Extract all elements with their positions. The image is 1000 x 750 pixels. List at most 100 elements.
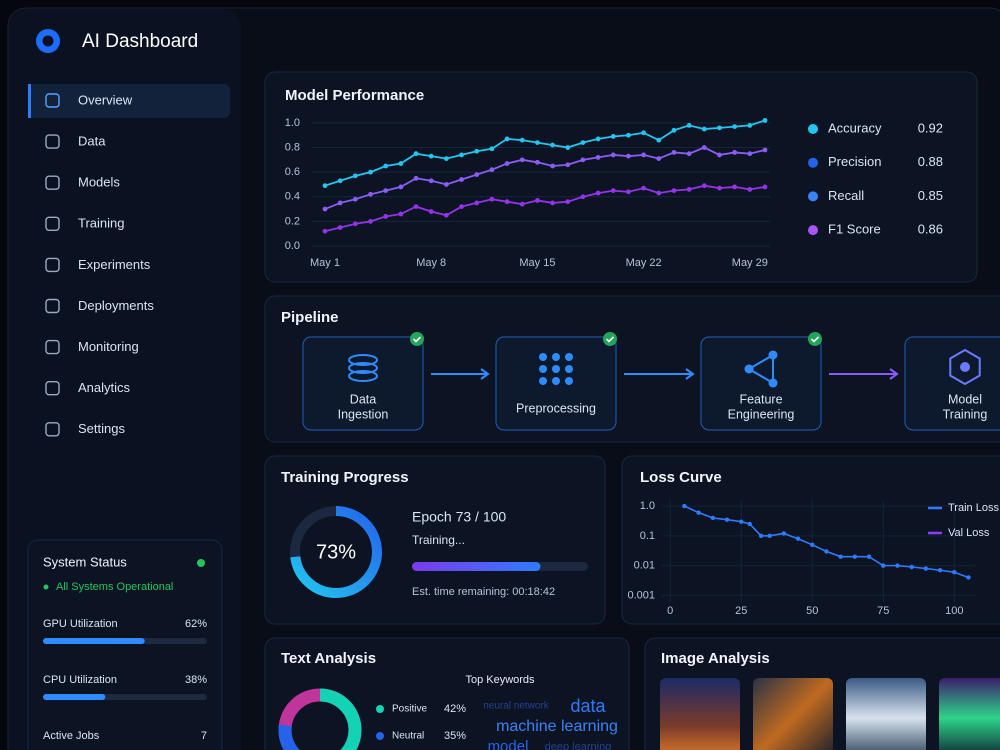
line [324, 119, 766, 187]
line [684, 505, 969, 579]
point [504, 161, 510, 166]
point [626, 189, 631, 195]
step-label: Feature [739, 392, 782, 406]
thumbnail[interactable] [846, 678, 926, 750]
legend-value: 0.86 [918, 222, 943, 237]
icon [348, 362, 378, 374]
icon [768, 378, 778, 388]
icon [539, 377, 547, 385]
x-tick-label: May 22 [626, 257, 662, 269]
metric-label: CPU Utilization [43, 674, 117, 686]
point [337, 225, 343, 230]
point [459, 152, 464, 158]
arrow-head [480, 368, 490, 380]
legend-value: 0.92 [918, 120, 943, 135]
nav-item[interactable]: Data [78, 134, 106, 149]
legend-label: Precision [828, 154, 881, 169]
icon [949, 348, 981, 386]
nav-icon [45, 216, 60, 232]
point [747, 186, 753, 192]
nav-item[interactable]: Overview [78, 92, 133, 107]
nav-item[interactable]: Monitoring [78, 339, 139, 354]
point [337, 200, 343, 206]
point [580, 194, 586, 200]
legend-label: Recall [828, 188, 864, 203]
point [626, 153, 631, 159]
point [459, 177, 464, 182]
point [428, 178, 434, 184]
point [701, 126, 707, 132]
nav-item[interactable]: Models [78, 175, 120, 190]
nav-icon [45, 93, 60, 108]
point [701, 183, 707, 189]
step-label: Model [948, 392, 982, 406]
legend-dot [808, 124, 818, 134]
point [724, 517, 730, 522]
point [717, 152, 722, 158]
point [656, 156, 662, 162]
nav-item[interactable]: Training [78, 216, 124, 231]
performance-panel [264, 71, 978, 283]
point [952, 570, 957, 575]
point [656, 137, 662, 143]
status-title: System Status [43, 554, 127, 569]
logo-hole [42, 35, 54, 47]
nav-item[interactable]: Deployments [78, 298, 154, 313]
legend-label: Accuracy [828, 120, 882, 135]
status-panel [27, 539, 223, 750]
point [937, 568, 943, 573]
legend-label: Neutral [392, 731, 424, 742]
point [459, 204, 464, 210]
nav-item[interactable]: Analytics [78, 380, 131, 395]
legend-value: 42% [444, 703, 466, 715]
y-tick-label: 1.0 [640, 500, 655, 512]
step-label: Preprocessing [516, 401, 596, 415]
y-tick-label: 0.1 [640, 530, 655, 542]
pipeline-step[interactable] [302, 336, 424, 431]
point [413, 151, 419, 157]
pipeline-step[interactable] [904, 336, 1000, 431]
keyword: deep learning [545, 741, 612, 750]
point [732, 124, 738, 130]
point [881, 563, 886, 568]
icon [565, 365, 573, 373]
point [504, 136, 510, 142]
point [383, 214, 389, 219]
point [656, 190, 662, 196]
y-tick-label: 0.8 [285, 141, 300, 153]
nav-icon [45, 175, 60, 190]
pipeline-step[interactable] [700, 336, 822, 431]
donut-segment [278, 688, 362, 750]
x-tick-label: 75 [877, 605, 889, 617]
nav-item[interactable]: Experiments [78, 257, 151, 272]
point [682, 503, 687, 509]
training-title: Training Progress [281, 469, 409, 486]
loss-title: Loss Curve [640, 469, 722, 486]
thumbnail[interactable] [939, 678, 1000, 750]
point [352, 173, 358, 179]
point [595, 136, 601, 142]
check-mark [605, 336, 615, 343]
nav-item[interactable]: Settings [78, 421, 125, 436]
image-title: Image Analysis [661, 650, 770, 667]
point [610, 134, 616, 139]
remaining: Est. time remaining: 00:18:42 [412, 586, 555, 598]
point [565, 162, 571, 168]
thumbnail[interactable] [660, 678, 740, 750]
metric-bar [43, 694, 106, 700]
point [641, 152, 647, 158]
legend-value: 35% [444, 730, 466, 742]
metric-label: Active Jobs [43, 730, 100, 742]
status-dot [197, 559, 205, 567]
point [489, 146, 495, 152]
point [686, 151, 692, 157]
icon [552, 377, 560, 385]
icon [960, 362, 970, 372]
point [535, 140, 540, 146]
point [626, 132, 631, 138]
point [717, 185, 722, 191]
thumbnail[interactable] [753, 678, 833, 750]
point [966, 575, 971, 580]
point [610, 152, 616, 158]
percent-label: 73% [316, 541, 356, 563]
